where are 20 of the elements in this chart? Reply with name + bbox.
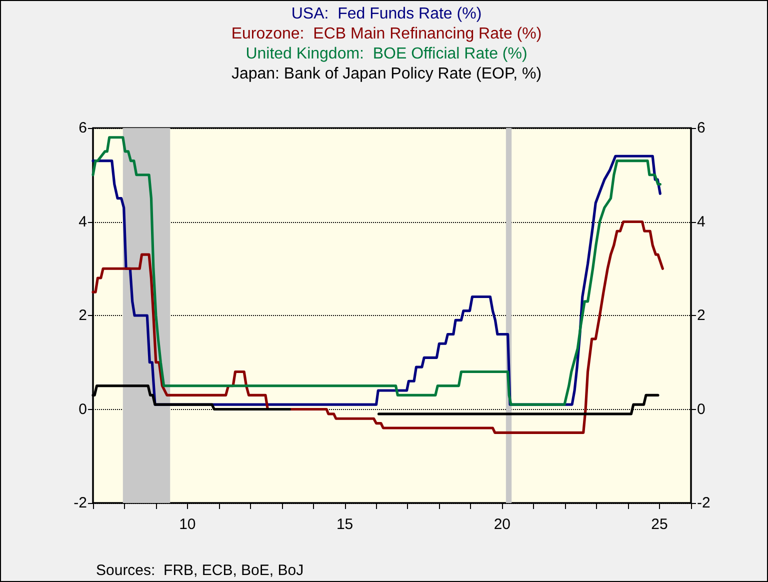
y-tick-label: -2 — [74, 494, 87, 512]
text: Japan: Bank of Japan Policy Rate (EOP, %) — [231, 66, 542, 82]
source-note: Sources: FRB, ECB, BoE, BoJ — [96, 562, 304, 579]
text: Eurozone: ECB Main Refinancing Rate (%) — [231, 26, 542, 42]
x-tick-label: 10 — [179, 516, 196, 533]
y-tick-label: 2 — [78, 307, 87, 324]
y2-tick-label: -2 — [697, 494, 710, 512]
y-tick-label: 0 — [78, 400, 87, 418]
y-tick-label: 6 — [78, 120, 87, 136]
y2-tick-label: 0 — [697, 400, 706, 418]
x-tick-label: 20 — [494, 516, 510, 533]
x-tick-label: 15 — [336, 516, 354, 533]
line-series — [92, 220, 664, 434]
y2-tick-label: 4 — [697, 213, 706, 230]
text: United Kingdom: BOE Official Rate (%) — [246, 46, 528, 62]
text: USA: Fed Funds Rate (%) — [291, 6, 482, 22]
y-tick-label: 4 — [78, 213, 87, 230]
x-tick-label: 25 — [651, 516, 668, 533]
y2-tick-label: 2 — [697, 307, 706, 324]
y2-tick-label: 6 — [697, 120, 706, 136]
